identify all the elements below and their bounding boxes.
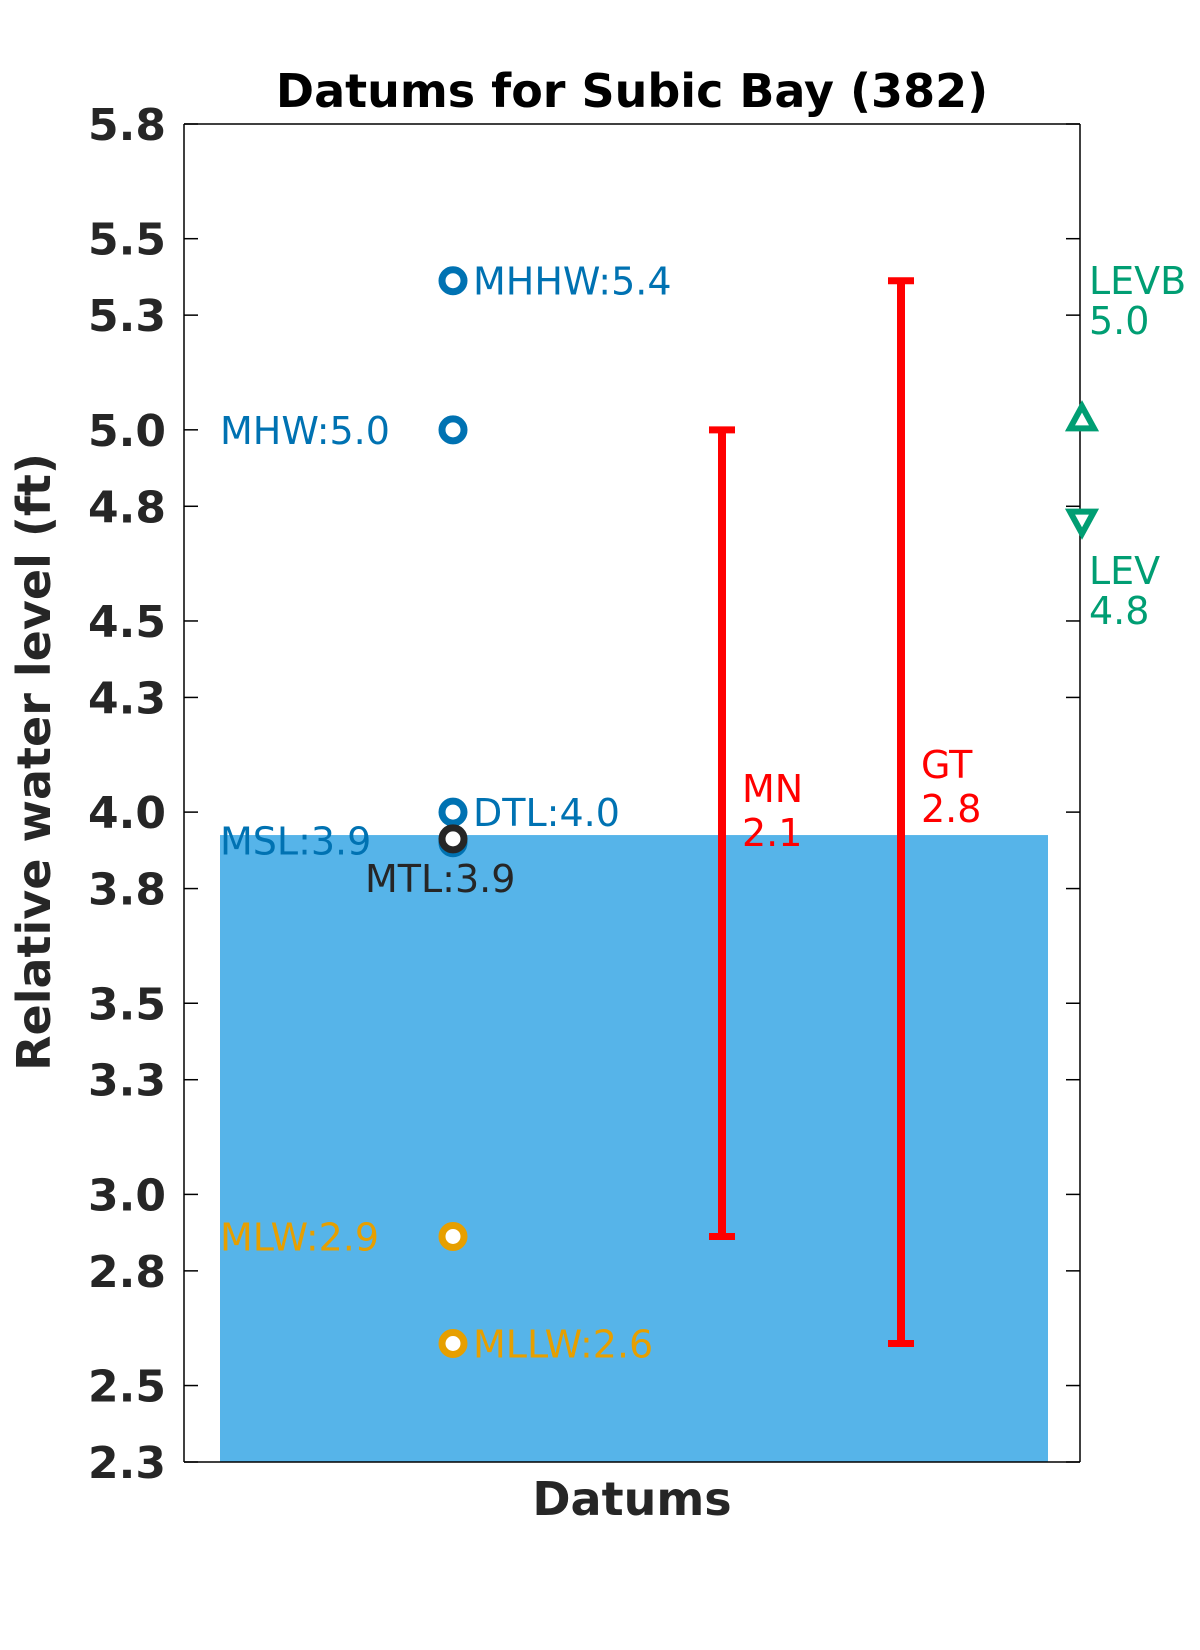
gt-range-label-line: 2.8: [921, 787, 981, 831]
dtl-label: DTL:4.0: [473, 791, 620, 835]
levb-marker: [1064, 400, 1100, 432]
mhw-marker: [438, 415, 468, 445]
mn-range-label-line: MN: [742, 767, 803, 811]
lev-marker: [1064, 508, 1100, 540]
mhw-label: MHW:5.0: [220, 409, 390, 453]
msl-label: MSL:3.9: [220, 820, 371, 864]
x-axis-label: Datums: [532, 1472, 731, 1526]
y-tick-label: 3.5: [88, 979, 166, 1030]
levb-label-line: LEVB: [1089, 259, 1186, 303]
mhhw-marker: [438, 266, 468, 296]
y-tick-label: 5.8: [88, 100, 166, 151]
y-tick-label: 4.3: [88, 673, 166, 724]
dtl-marker: [438, 797, 468, 827]
chart-title: Datums for Subic Bay (382): [276, 64, 988, 118]
plot-area: 2.3 2.5 2.8 3.0 3.3 3.5 3.8 4.0 4.3 4.5 4.8 5.0 5.3 5…: [88, 100, 1186, 1489]
y-tick-label: 3.3: [88, 1056, 166, 1107]
y-tick-label: 2.3: [88, 1438, 166, 1489]
y-tick-label: 2.5: [88, 1362, 166, 1413]
y-tick-label: 4.5: [88, 597, 166, 648]
mlw-marker: [438, 1221, 468, 1251]
lev-label-line: 4.8: [1089, 589, 1149, 633]
mlw-label: MLW:2.9: [220, 1215, 379, 1259]
y-tick-label: 5.0: [88, 406, 166, 457]
mllw-marker: [438, 1328, 468, 1358]
mhhw-label: MHHW:5.4: [473, 260, 672, 304]
mllw-label: MLLW:2.6: [473, 1322, 653, 1366]
mn-range-label-line: 2.1: [742, 811, 802, 855]
lev-label-line: LEV: [1089, 549, 1160, 593]
y-tick-label: 4.0: [88, 788, 166, 839]
y-tick-label: 3.0: [88, 1170, 166, 1221]
gt-range-label-line: GT: [921, 743, 973, 787]
mtl-marker: [438, 824, 468, 854]
mtl-label: MTL:3.9: [365, 857, 515, 901]
y-tick-label: 4.8: [88, 482, 166, 533]
y-tick-label: 5.3: [88, 291, 166, 342]
y-tick-label: 3.8: [88, 865, 166, 916]
y-tick-label: 5.5: [88, 215, 166, 266]
levb-label-line: 5.0: [1089, 299, 1149, 343]
y-tick-label: 2.8: [88, 1247, 166, 1298]
msl-fill: [220, 835, 1048, 1462]
y-axis-label: Relative water level (ft): [7, 453, 61, 1071]
